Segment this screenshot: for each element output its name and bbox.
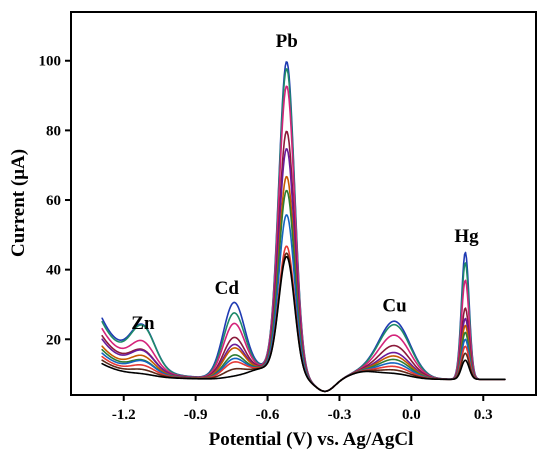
y-tick-label: 100 bbox=[39, 54, 62, 70]
series-layer bbox=[101, 61, 506, 393]
series-line-3 bbox=[101, 85, 506, 393]
peak-label-cu: Cu bbox=[382, 295, 407, 316]
x-tick-label: -0.3 bbox=[328, 407, 352, 423]
y-tick-label: 40 bbox=[46, 263, 61, 279]
y-axis: 20 40 60 80 100 bbox=[39, 54, 71, 348]
y-axis-label: Current (μA) bbox=[8, 149, 29, 257]
x-tick-label: -0.9 bbox=[184, 407, 208, 423]
peak-label-cd: Cd bbox=[215, 278, 240, 299]
x-axis-label: Potential (V) vs. Ag/AgCl bbox=[209, 429, 414, 450]
peak-annotations: Zn Cd Pb Cu Hg bbox=[131, 31, 479, 334]
x-tick-label: -0.6 bbox=[256, 407, 280, 423]
x-tick-label: 0.3 bbox=[474, 407, 493, 423]
y-tick-label: 20 bbox=[46, 332, 61, 348]
x-axis: -1.2 -0.9 -0.6 -0.3 0.0 0.3 bbox=[112, 395, 493, 423]
y-tick-label: 80 bbox=[46, 123, 61, 139]
peak-label-hg: Hg bbox=[454, 226, 479, 247]
plot-frame bbox=[70, 11, 537, 396]
x-tick-label: 0.0 bbox=[402, 407, 421, 423]
y-tick-label: 60 bbox=[46, 193, 61, 209]
x-tick-label: -1.2 bbox=[112, 407, 136, 423]
peak-label-zn: Zn bbox=[131, 313, 155, 334]
series-line-11 bbox=[101, 255, 506, 393]
peak-label-pb: Pb bbox=[276, 31, 298, 52]
